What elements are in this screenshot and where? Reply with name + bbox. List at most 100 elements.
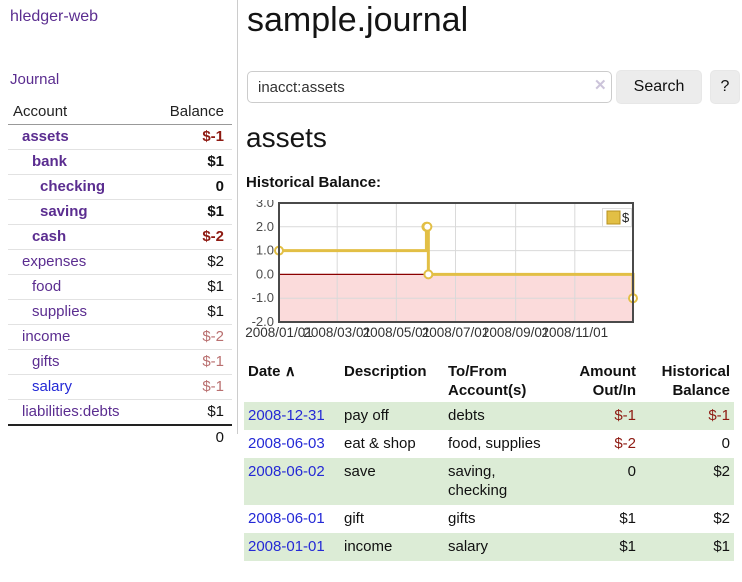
transaction-balance: $-1	[708, 407, 730, 424]
account-row-food: food $1	[8, 275, 232, 300]
account-balance: $-1	[202, 378, 224, 395]
account-link[interactable]: food	[32, 278, 62, 295]
tofrom-column-header: To/From Account(s)	[448, 363, 527, 399]
account-balance: $1	[207, 403, 224, 420]
svg-text:-2.0: -2.0	[252, 314, 274, 329]
account-balance: 0	[215, 178, 224, 195]
sidebar-divider	[237, 0, 238, 434]
svg-text:2008/01/01: 2008/01/01	[245, 325, 313, 340]
svg-text:-1.0: -1.0	[252, 290, 274, 305]
transaction-accounts: salary	[448, 538, 489, 555]
register-table: Date ∧ Description To/From Account(s) Amo…	[244, 358, 734, 561]
svg-text:2008/11/01: 2008/11/01	[542, 325, 609, 340]
transaction-description: gift	[344, 510, 365, 527]
account-link[interactable]: supplies	[32, 303, 88, 320]
sidebar-item-journal[interactable]: Journal	[10, 71, 60, 88]
svg-text:1.0: 1.0	[256, 243, 274, 258]
svg-text:0.0: 0.0	[256, 266, 274, 281]
clear-search-icon[interactable]: ✕	[594, 77, 607, 94]
account-balance: $1	[207, 278, 224, 295]
chart-title: Historical Balance:	[246, 174, 382, 191]
account-row-assets: assets $-1	[8, 125, 232, 150]
account-row-income: income $-2	[8, 325, 232, 350]
account-link[interactable]: salary	[32, 378, 73, 395]
transaction-balance: $1	[713, 538, 730, 555]
account-row-checking: checking 0	[8, 175, 232, 200]
search-button[interactable]: Search	[616, 70, 702, 104]
app-title-link[interactable]: hledger-web	[10, 8, 99, 25]
help-button[interactable]: ?	[710, 70, 740, 104]
account-link[interactable]: income	[22, 328, 71, 345]
account-balance: $2	[207, 253, 224, 270]
svg-text:2008/03/01: 2008/03/01	[303, 325, 371, 340]
account-link[interactable]: bank	[32, 153, 68, 170]
account-row-gifts: gifts $-1	[8, 350, 232, 375]
account-balance: $1	[207, 203, 224, 220]
account-row-liabilities-debts: liabilities:debts $1	[8, 400, 232, 424]
register-header-row: Date ∧ Description To/From Account(s) Amo…	[244, 358, 734, 402]
transaction-row: 2008-01-01 income salary $1 $1	[244, 533, 734, 561]
account-link[interactable]: gifts	[32, 353, 60, 370]
transaction-date-link[interactable]: 2008-06-01	[248, 510, 325, 527]
transaction-accounts: food, supplies	[448, 435, 541, 452]
balance-chart-svg: $3.0 2.0 1.0 0.0 -1.0 -2.02008/01/012008/03/0…	[245, 195, 638, 340]
account-balance: $-1	[202, 128, 224, 145]
transaction-amount: 0	[627, 463, 636, 480]
description-column-header: Description	[344, 363, 427, 380]
account-column-header: Account	[13, 103, 68, 120]
account-row-expenses: expenses $2	[8, 250, 232, 275]
balance-chart: $3.0 2.0 1.0 0.0 -1.0 -2.0 2008/01/01 2008/03/0…	[244, 195, 642, 346]
balance-column-header: Balance	[169, 103, 224, 120]
transaction-balance: $2	[713, 463, 730, 480]
transaction-date-link[interactable]: 2008-01-01	[248, 538, 325, 555]
transaction-row: 2008-12-31 pay off debts $-1 $-1	[244, 402, 734, 430]
sort-ascending-icon: ∧	[284, 363, 296, 380]
svg-text:2008/09/01: 2008/09/01	[482, 325, 550, 340]
page-title: sample.journal	[247, 1, 469, 39]
account-row-salary: salary $-1	[8, 375, 232, 400]
transaction-date-link[interactable]: 2008-06-03	[248, 435, 325, 452]
account-row-bank: bank $1	[8, 150, 232, 175]
transaction-balance: 0	[721, 435, 730, 452]
accounts-balance-table: Account Balance assets $-1 bank $1 check…	[8, 100, 232, 450]
svg-text:$: $	[622, 210, 630, 225]
search-input[interactable]	[247, 71, 612, 103]
account-balance: $-1	[202, 353, 224, 370]
svg-text:2008/05/01: 2008/05/01	[363, 325, 431, 340]
transaction-description: pay off	[344, 407, 389, 424]
account-row-saving: saving $1	[8, 200, 232, 225]
transaction-amount: $1	[619, 538, 636, 555]
account-link[interactable]: cash	[32, 228, 67, 245]
account-balance: $1	[207, 303, 224, 320]
svg-text:2008/07/01: 2008/07/01	[422, 325, 490, 340]
transaction-balance: $2	[713, 510, 730, 527]
account-link[interactable]: expenses	[22, 253, 87, 270]
account-link[interactable]: liabilities:debts	[22, 403, 120, 420]
transaction-date-link[interactable]: 2008-12-31	[248, 407, 325, 424]
amount-column-header: Amount Out/In	[579, 363, 636, 399]
transaction-amount: $-1	[614, 407, 636, 424]
transaction-date-link[interactable]: 2008-06-02	[248, 463, 325, 480]
account-balance: $-2	[202, 328, 224, 345]
account-row-cash: cash $-2	[8, 225, 232, 250]
transaction-row: 2008-06-01 gift gifts $1 $2	[244, 505, 734, 533]
transaction-description: eat & shop	[344, 435, 416, 452]
date-column-header[interactable]: Date ∧	[248, 363, 296, 380]
transaction-accounts: saving, checking	[448, 463, 508, 499]
transaction-accounts: gifts	[448, 510, 476, 527]
account-link[interactable]: assets	[22, 128, 69, 145]
account-balance: $-2	[202, 228, 224, 245]
transaction-amount: $1	[619, 510, 636, 527]
transaction-description: income	[344, 538, 393, 555]
transaction-amount: $-2	[614, 435, 636, 452]
accounts-total-value: 0	[215, 429, 224, 446]
account-row-supplies: supplies $1	[8, 300, 232, 325]
accounts-table-header: Account Balance	[8, 100, 232, 125]
svg-text:2.0: 2.0	[256, 219, 274, 234]
account-link[interactable]: saving	[40, 203, 88, 220]
account-balance: $1	[207, 153, 224, 170]
historical-column-header: Historical Balance	[661, 363, 730, 399]
account-heading: assets	[246, 122, 327, 153]
account-link[interactable]: checking	[40, 178, 106, 195]
